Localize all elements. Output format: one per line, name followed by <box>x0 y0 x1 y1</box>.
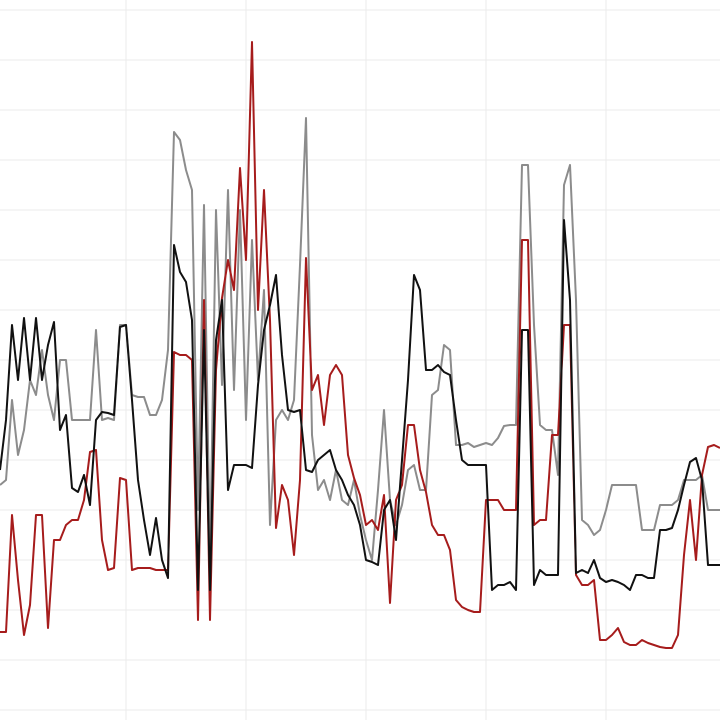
series-line <box>0 41 720 649</box>
series-line <box>0 219 720 591</box>
series-line <box>0 117 720 561</box>
